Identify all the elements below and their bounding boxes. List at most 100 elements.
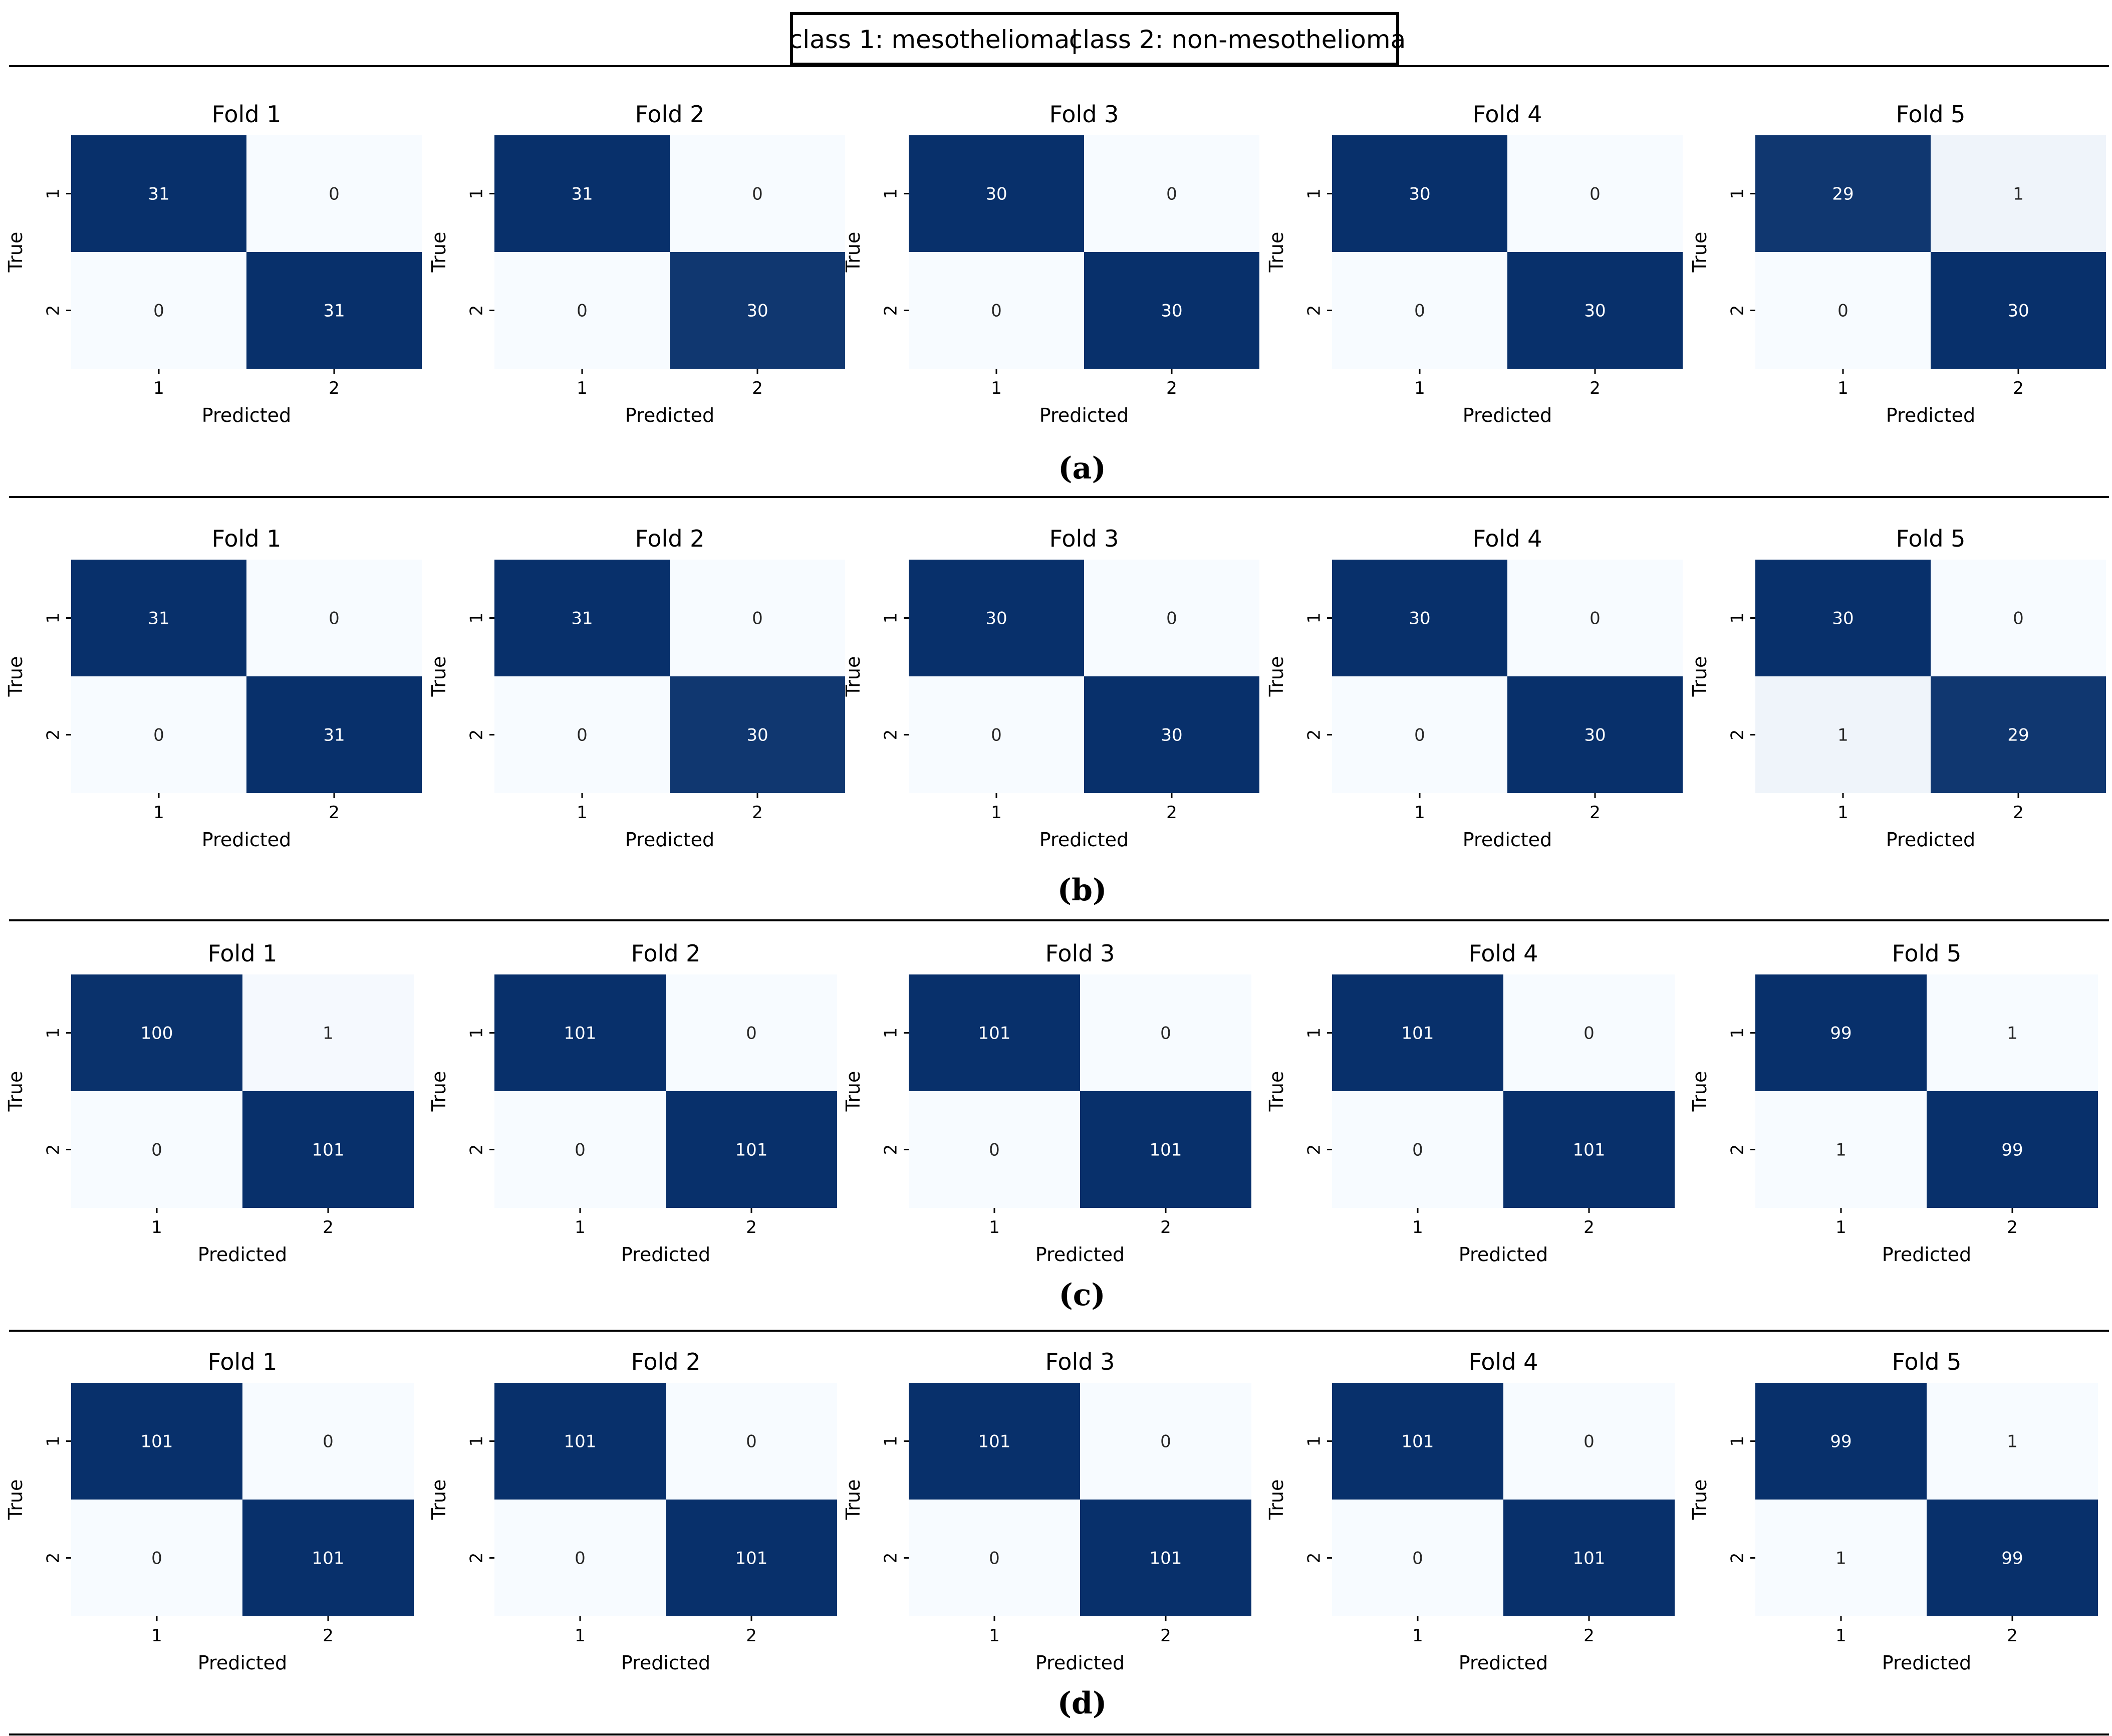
y-tick-label: 2 [1304, 1144, 1325, 1155]
confusion-matrix: Fold 2 31 0 0 30 1 2 1 2 Predicted True [428, 525, 845, 851]
confusion-matrix: Fold 4 30 0 0 30 1 2 1 2 Predicted True [1265, 101, 1683, 426]
matrix-title: Fold 5 [1896, 525, 1966, 552]
cell-value-label: 0 [989, 1549, 1000, 1569]
matrix-title: Fold 4 [1469, 1348, 1538, 1375]
heatmap-cell [1503, 974, 1675, 1091]
heatmap-cell [1927, 1500, 2098, 1616]
cell-value-label: 30 [985, 184, 1007, 204]
cell-value-label: 99 [1830, 1024, 1852, 1044]
x-tick-label: 2 [329, 378, 340, 398]
cell-value-label: 101 [312, 1549, 345, 1569]
heatmap-cell [1507, 135, 1683, 252]
heatmap-cell [1755, 560, 1931, 676]
x-tick-label: 2 [2007, 1626, 2018, 1646]
heatmap-cell [242, 1383, 414, 1500]
confusion-matrix: Fold 3 30 0 0 30 1 2 1 2 Predicted True [842, 525, 1259, 851]
x-tick-label: 1 [153, 378, 164, 398]
cell-value-label: 0 [1590, 184, 1601, 204]
heatmap-cell [1755, 974, 1927, 1091]
heatmap-cell [1507, 252, 1683, 369]
x-tick-label: 2 [752, 803, 763, 823]
y-tick-label: 2 [1304, 305, 1325, 316]
y-axis-label: True [5, 656, 27, 697]
confusion-matrix: Fold 4 101 0 0 101 1 2 1 2 Predicted True [1265, 1348, 1675, 1674]
cell-value-label: 101 [1150, 1140, 1182, 1160]
x-tick-label: 1 [1412, 1217, 1423, 1237]
heatmap-cell [494, 560, 670, 676]
heatmap-cell [242, 1091, 414, 1208]
heatmap-cell [1080, 1500, 1251, 1616]
heatmap-cell [1755, 135, 1931, 252]
matrix-title: Fold 3 [1049, 101, 1119, 128]
matrix-title: Fold 3 [1045, 940, 1115, 967]
x-axis-label: Predicted [1886, 404, 1975, 426]
matrix-title: Fold 2 [631, 940, 701, 967]
cell-value-label: 0 [151, 1140, 162, 1160]
cell-value-label: 1 [2013, 184, 2024, 204]
heatmap-cell [909, 974, 1080, 1091]
cell-value-label: 0 [1837, 301, 1849, 321]
cell-value-label: 29 [1832, 184, 1854, 204]
heatmap-cell [71, 252, 246, 369]
heatmap-cell [1084, 135, 1259, 252]
x-tick-label: 1 [577, 803, 588, 823]
cell-value-label: 31 [323, 301, 345, 321]
heatmap-cell [666, 1383, 837, 1500]
heatmap-cell [1084, 560, 1259, 676]
x-tick-label: 2 [752, 378, 763, 398]
confusion-matrix: Fold 1 31 0 0 31 1 2 1 2 Predicted True [5, 101, 422, 426]
matrix-title: Fold 1 [212, 101, 282, 128]
confusion-matrix: Fold 3 101 0 0 101 1 2 1 2 Predicted True [842, 1348, 1251, 1674]
heatmap-cell [246, 560, 422, 676]
cell-value-label: 99 [2001, 1549, 2023, 1569]
x-axis-label: Predicted [1463, 829, 1552, 851]
heatmap-cell [666, 1500, 837, 1616]
heatmap-cell [1332, 560, 1507, 676]
panel-label: (d) [1058, 1686, 1107, 1721]
y-tick-label: 1 [881, 1436, 901, 1447]
x-tick-label: 1 [991, 803, 1002, 823]
x-tick-label: 1 [1835, 1217, 1846, 1237]
cell-value-label: 0 [1414, 301, 1425, 321]
cell-value-label: 0 [746, 1432, 757, 1452]
cell-value-label: 0 [1583, 1024, 1595, 1044]
heatmap-cell [1507, 560, 1683, 676]
cell-value-label: 101 [312, 1140, 345, 1160]
legend-class1: class 1: mesothelioma [789, 25, 1070, 54]
heatmap-cell [1755, 1500, 1927, 1616]
cell-value-label: 101 [564, 1024, 597, 1044]
panel-label: (c) [1059, 1278, 1105, 1313]
x-axis-label: Predicted [621, 1244, 710, 1266]
cell-value-label: 31 [148, 184, 169, 204]
y-tick-label: 1 [1728, 1028, 1748, 1039]
cell-value-label: 31 [148, 609, 169, 629]
cell-value-label: 30 [1409, 609, 1430, 629]
cell-value-label: 0 [1414, 725, 1425, 746]
x-axis-label: Predicted [1039, 404, 1129, 426]
y-tick-label: 1 [1728, 613, 1748, 624]
matrix-title: Fold 1 [208, 940, 278, 967]
x-tick-label: 2 [1160, 1626, 1171, 1646]
matrix-title: Fold 4 [1473, 525, 1542, 552]
y-axis-label: True [842, 1071, 864, 1112]
x-axis-label: Predicted [1463, 404, 1552, 426]
cell-value-label: 99 [2001, 1140, 2023, 1160]
cell-value-label: 30 [985, 609, 1007, 629]
cell-value-label: 0 [151, 1549, 162, 1569]
y-axis-label: True [1689, 1479, 1711, 1521]
heatmap-cell [1332, 676, 1507, 793]
x-tick-label: 2 [323, 1217, 334, 1237]
cell-value-label: 0 [1160, 1024, 1171, 1044]
x-axis-label: Predicted [202, 829, 291, 851]
confusion-matrix: Fold 2 101 0 0 101 1 2 1 2 Predicted True [428, 1348, 837, 1674]
matrix-title: Fold 5 [1892, 940, 1962, 967]
cell-value-label: 0 [991, 301, 1002, 321]
x-tick-label: 2 [329, 803, 340, 823]
cell-value-label: 101 [1150, 1549, 1182, 1569]
cell-value-label: 101 [1402, 1432, 1434, 1452]
y-tick-label: 2 [1304, 729, 1325, 740]
heatmap-cell [1080, 974, 1251, 1091]
cell-value-label: 99 [1830, 1432, 1852, 1452]
y-tick-label: 2 [467, 729, 487, 740]
heatmap-cell [909, 1500, 1080, 1616]
